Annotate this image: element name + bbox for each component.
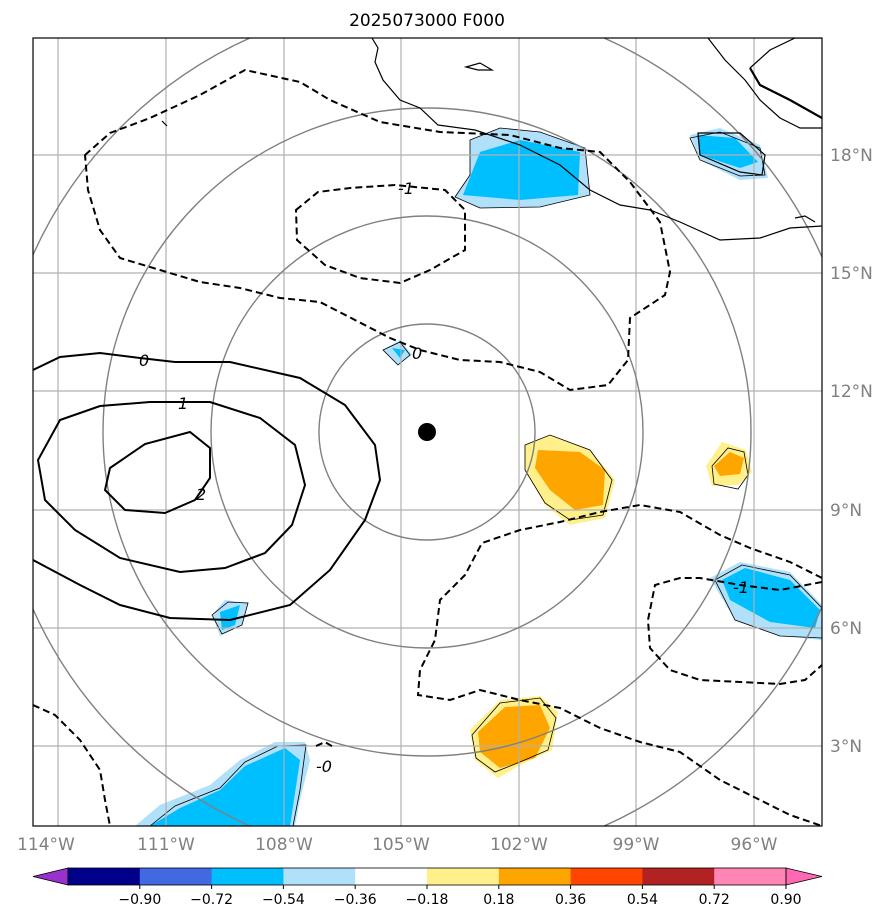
colorbar-segment — [642, 868, 715, 885]
lat-tick-18N: 18°N — [830, 146, 873, 166]
map-frame — [32, 37, 823, 827]
colorbar-tick-label: −0.36 — [334, 892, 377, 908]
lon-tick-99W: 99°W — [613, 835, 660, 855]
contour-label-neg1-north: -1 — [398, 179, 414, 198]
colorbar-tick-label: −0.90 — [118, 892, 161, 908]
lat-tick-12N: 12°N — [830, 382, 873, 402]
range-rings — [33, 38, 822, 826]
colorbar-tick-label: 0.54 — [627, 892, 658, 908]
dashed-contours — [33, 68, 822, 826]
colorbar-tick-label: 0.90 — [770, 892, 801, 908]
map-panel: 0 1 2 -1 0 -1 -0 — [33, 38, 822, 826]
positive-shading — [470, 435, 752, 778]
solid-contours — [33, 351, 382, 622]
lon-tick-102W: 102°W — [490, 835, 548, 855]
colorbar-segment — [498, 868, 572, 885]
contour-label-0-south: -0 — [316, 757, 332, 776]
lon-tick-labels: 114°W 111°W 108°W 105°W 102°W 99°W 96°W — [17, 835, 778, 855]
lat-tick-9N: 9°N — [830, 501, 862, 521]
lon-tick-111W: 111°W — [137, 835, 195, 855]
colorbar-extend-min — [32, 867, 69, 886]
lon-tick-105W: 105°W — [372, 835, 430, 855]
contour-label-neg1-east: -1 — [733, 578, 749, 597]
lat-tick-labels: 18°N 15°N 12°N 9°N 6°N 3°N — [830, 146, 873, 757]
colorbar-extend-max — [785, 867, 823, 886]
lat-tick-3N: 3°N — [830, 737, 862, 757]
colorbar-segment — [570, 868, 643, 885]
contour-label-0-west: 0 — [139, 351, 149, 370]
colorbar-segment — [283, 868, 356, 885]
colorbar-segment — [355, 868, 428, 885]
colorbar-tick-label: 0.36 — [555, 892, 586, 908]
figure-title: 2025073000 F000 — [349, 11, 505, 31]
colorbar-tick-label: −0.72 — [190, 892, 233, 908]
coastline — [161, 38, 822, 241]
contour-labels: 0 1 2 -1 0 -1 -0 — [139, 179, 749, 776]
colorbar — [32, 867, 823, 886]
lon-tick-114W: 114°W — [17, 835, 75, 855]
colorbar-tick-label: 0.72 — [699, 892, 730, 908]
colorbar-segment — [427, 868, 500, 885]
lat-tick-6N: 6°N — [830, 619, 862, 639]
colorbar-tick-label: 0.18 — [483, 892, 514, 908]
contour-label-0-center: 0 — [412, 344, 422, 363]
lon-tick-108W: 108°W — [255, 835, 313, 855]
colorbar-segment — [714, 868, 787, 885]
lat-tick-15N: 15°N — [830, 264, 873, 284]
contour-label-1-west: 1 — [178, 394, 188, 413]
shading-outlines — [149, 127, 822, 826]
colorbar-tick-labels: −0.90 −0.72 −0.54 −0.36 −0.18 0.18 0.36 0.54 0.7… — [118, 885, 802, 908]
colorbar-segment — [68, 868, 141, 885]
contour-label-2-west: 2 — [196, 485, 206, 504]
storm-center-marker — [418, 423, 436, 441]
colorbar-segment — [211, 868, 284, 885]
graticule — [33, 38, 822, 826]
colorbar-segment — [139, 868, 213, 885]
colorbar-tick-label: −0.54 — [262, 892, 305, 908]
lon-tick-96W: 96°W — [731, 835, 778, 855]
colorbar-tick-label: −0.18 — [406, 892, 449, 908]
